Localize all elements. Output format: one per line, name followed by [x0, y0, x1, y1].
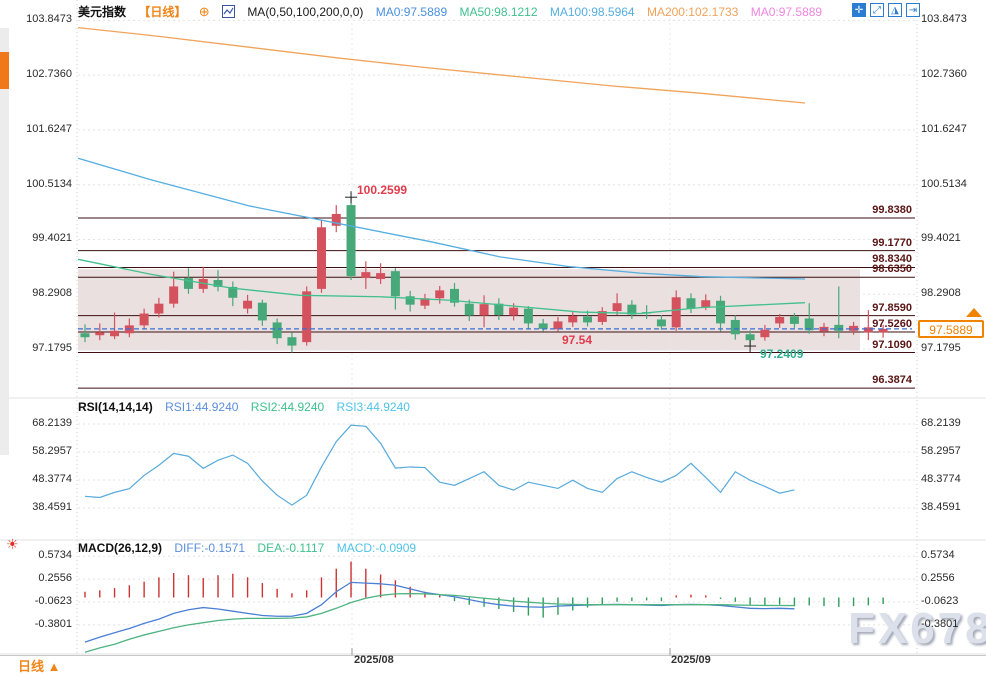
axis-tick-label: 98.2908 [32, 287, 72, 300]
mid-low-label: 97.54 [562, 333, 593, 347]
chart-toolbar: ✛ ⤢ ◮ ⇥ [852, 3, 920, 17]
axis-tick-label: 101.6247 [26, 122, 72, 135]
x-axis-label-aug: 2025/08 [354, 654, 394, 666]
left-gutter-strip [0, 28, 9, 455]
ma200-value: MA200:102.1733 [646, 5, 739, 19]
rsi-title[interactable]: RSI(14,14,14) [78, 400, 153, 414]
left-gutter-scroll-indicator[interactable] [0, 52, 9, 89]
diff-value: DIFF:-0.1571 [174, 541, 246, 555]
axis-tick-label: -0.0623 [921, 594, 959, 607]
sun-icon[interactable]: ☀ [6, 536, 19, 552]
shift-right-icon[interactable]: ⇥ [906, 3, 920, 17]
axis-tick-label: -0.0623 [34, 594, 72, 607]
axis-tick-label: 0.5734 [38, 549, 72, 562]
axis-tick-label: 98.6350 [872, 263, 912, 276]
axis-tick-label: 103.8473 [921, 13, 967, 26]
macd-header: MACD(26,12,9) DIFF:-0.1571 DEA:-0.1117 M… [78, 541, 425, 555]
axis-tick-label: 48.3774 [921, 473, 961, 486]
add-indicator-icon[interactable]: ⊕ [198, 4, 210, 19]
axis-tick-label: 97.8590 [872, 301, 912, 314]
rsi3-value: RSI3:44.9240 [336, 400, 410, 414]
price-up-arrow-icon [966, 308, 982, 317]
axis-tick-label: 97.1795 [32, 342, 72, 355]
ma0b-value: MA0:97.5889 [750, 5, 823, 19]
swing-high-label: 100.2599 [357, 183, 408, 197]
axis-tick-label: 0.2556 [921, 572, 955, 585]
bottom-bar [0, 655, 986, 668]
swing-low-label: 97.2409 [760, 347, 804, 361]
axis-tick-label: 100.5134 [26, 177, 72, 190]
axis-tick-label: 99.1770 [872, 236, 912, 249]
crosshair-icon[interactable]: ✛ [852, 3, 866, 17]
axis-tick-label: 100.5134 [921, 177, 967, 190]
axis-tick-label: 38.4591 [32, 501, 72, 514]
axis-tick-label: 0.5734 [921, 549, 955, 562]
axis-tick-label: 99.8380 [872, 204, 912, 216]
macd-value: MACD:-0.0909 [336, 541, 417, 555]
axis-tick-label: 38.4591 [921, 501, 961, 514]
axis-tick-label: 0.2556 [38, 572, 72, 585]
axis-tick-label: 101.6247 [921, 122, 967, 135]
axis-tick-label: 97.1795 [921, 342, 961, 355]
axis-tick-label: 96.3874 [872, 374, 912, 387]
macd-title[interactable]: MACD(26,12,9) [78, 541, 163, 555]
indicator-icon[interactable]: ◮ [888, 3, 902, 17]
line-chart-icon[interactable] [221, 5, 235, 21]
axis-tick-label: 99.4021 [921, 232, 961, 245]
ma-settings-label[interactable]: MA(0,50,100,200,0,0) [247, 5, 364, 19]
axis-tick-label: 98.2908 [921, 287, 961, 300]
instrument-title: 美元指数 [78, 5, 127, 19]
rsi-header: RSI(14,14,14) RSI1:44.9240 RSI2:44.9240 … [78, 400, 419, 414]
axis-tick-label: 58.2957 [32, 445, 72, 457]
current-price-tag: 97.5889 [918, 320, 984, 338]
axis-tick-label: 48.3774 [32, 473, 72, 486]
rsi1-value: RSI1:44.9240 [165, 400, 239, 414]
axis-tick-label: 68.2139 [32, 417, 72, 429]
watermark: FX678 [848, 604, 986, 653]
axis-tick-label: 97.1090 [872, 338, 912, 351]
tab-daily-period[interactable]: 日线 ▲ [18, 656, 61, 675]
axis-tick-label: 68.2139 [921, 417, 961, 429]
scale-axes-icon[interactable]: ⤢ [870, 3, 884, 17]
axis-tick-label: 102.7360 [26, 68, 72, 81]
period-label[interactable]: 【日线】 [138, 5, 187, 19]
axis-tick-label: 58.2957 [921, 445, 961, 457]
axis-tick-label: 103.8473 [26, 13, 72, 26]
ma100-value: MA100:98.5964 [549, 5, 635, 19]
main-chart-header: 美元指数 【日线】 ⊕ MA(0,50,100,200,0,0) MA0:97.… [78, 3, 831, 21]
axis-tick-label: 98.8340 [872, 253, 912, 266]
axis-tick-label: -0.3801 [34, 617, 72, 630]
ma0-value: MA0:97.5889 [375, 5, 448, 19]
dea-value: DEA:-0.1117 [257, 541, 325, 555]
rsi2-value: RSI2:44.9240 [250, 400, 325, 414]
axis-tick-label: 102.7360 [921, 68, 967, 81]
axis-tick-label: -0.3801 [921, 617, 959, 630]
ma50-value: MA50:98.1212 [459, 5, 538, 19]
axis-tick-label: 99.4021 [32, 232, 72, 245]
axis-tick-label: 97.5260 [872, 317, 912, 330]
x-axis-label-sep: 2025/09 [671, 654, 711, 666]
